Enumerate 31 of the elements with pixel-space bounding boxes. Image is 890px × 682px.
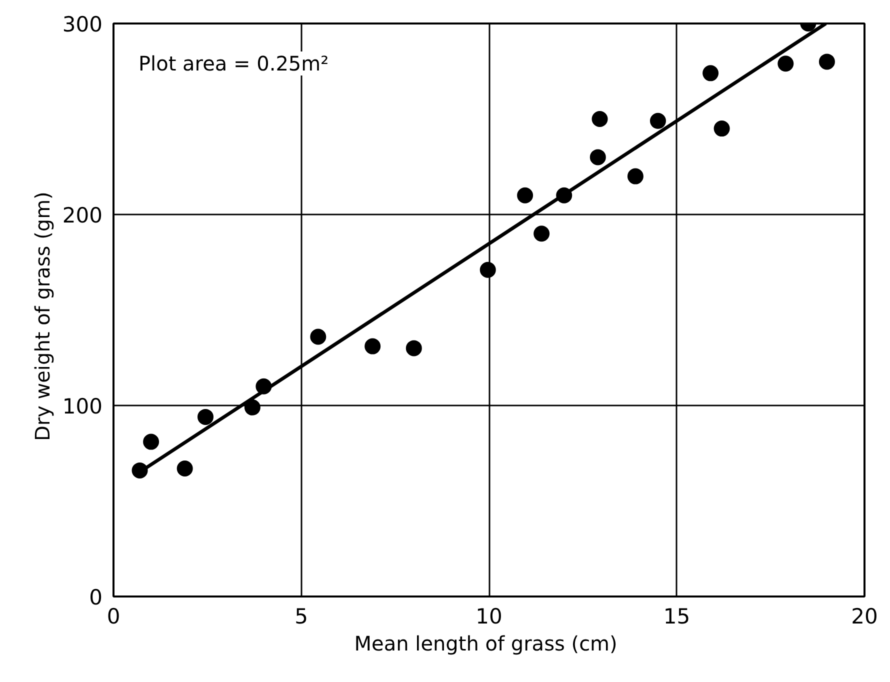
x-axis-title: Mean length of grass (cm)	[354, 632, 618, 656]
y-axis-title: Dry weight of grass (gm)	[30, 192, 54, 442]
point	[132, 462, 148, 478]
y-tick-label: 300	[62, 12, 103, 36]
point	[590, 149, 606, 166]
point	[364, 338, 381, 354]
x-tick-label: 5	[294, 604, 308, 628]
y-tick-label: 100	[62, 394, 103, 418]
x-tick-label: 20	[851, 604, 878, 628]
point	[714, 120, 730, 137]
point	[197, 408, 214, 425]
annotation: Plot area = 0.25m²	[138, 52, 329, 76]
point	[176, 460, 193, 477]
x-tick-label: 0	[106, 604, 120, 628]
x-tick-label: 15	[663, 604, 690, 628]
x-tick-label: 10	[476, 604, 502, 628]
point	[818, 54, 835, 70]
point	[702, 65, 719, 82]
point	[517, 187, 534, 204]
point	[310, 328, 326, 345]
point	[778, 56, 794, 72]
point	[627, 168, 644, 184]
y-tick-label: 200	[62, 204, 103, 228]
y-tick-label: 0	[89, 586, 103, 610]
point	[650, 112, 666, 129]
point	[406, 340, 422, 356]
point	[143, 434, 160, 450]
point	[480, 262, 496, 278]
point	[244, 399, 260, 416]
point	[592, 111, 608, 127]
point	[534, 226, 550, 242]
